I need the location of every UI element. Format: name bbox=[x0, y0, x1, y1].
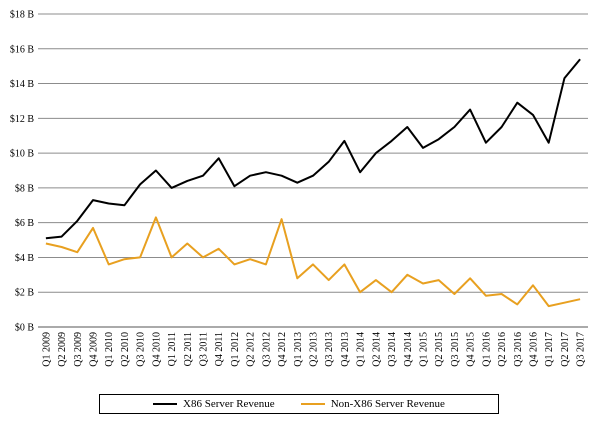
x-tick-label: Q1 2014 bbox=[356, 332, 367, 367]
y-tick-label: $12 B bbox=[10, 114, 35, 125]
x-tick-label: Q3 2013 bbox=[324, 332, 335, 367]
x-tick-label: Q2 2012 bbox=[246, 332, 257, 367]
x-tick-label: Q4 2009 bbox=[89, 332, 100, 367]
y-tick-label: $16 B bbox=[10, 44, 35, 55]
x-tick-label: Q1 2009 bbox=[41, 332, 52, 367]
x-tick-label: Q3 2009 bbox=[73, 332, 84, 367]
x-tick-label: Q4 2012 bbox=[277, 332, 288, 367]
x-tick-label: Q3 2015 bbox=[450, 332, 461, 367]
gridlines bbox=[38, 13, 588, 293]
x-tick-label: Q3 2012 bbox=[261, 332, 272, 367]
y-tick-label: $6 B bbox=[15, 218, 35, 229]
x-axis-tick-labels: Q1 2009 Q2 2009 Q3 2009 Q4 2009 Q1 2010 Q2 20… bbox=[41, 332, 586, 367]
x-tick-label: Q4 2016 bbox=[529, 332, 540, 367]
x-tick-label: Q2 2017 bbox=[560, 332, 571, 367]
y-tick-label: $10 B bbox=[10, 149, 35, 160]
x-tick-label: Q4 2010 bbox=[151, 332, 162, 367]
x-tick-label: Q3 2016 bbox=[513, 332, 524, 367]
x-tick-label: Q1 2012 bbox=[230, 332, 241, 367]
y-axis-tick-labels: $0 B $2 B $4 B $6 B $8 B $10 B $12 B $14 B $16 B… bbox=[10, 10, 35, 334]
y-tick-label: $8 B bbox=[15, 183, 35, 194]
x-tick-label: Q3 2011 bbox=[199, 332, 210, 366]
x-tick-label: Q1 2011 bbox=[167, 332, 178, 366]
y-tick-label: $4 B bbox=[15, 253, 35, 264]
x-tick-label: Q2 2011 bbox=[183, 332, 194, 366]
series-line-non-x86 bbox=[45, 216, 581, 308]
x-tick-label: Q2 2014 bbox=[371, 332, 382, 367]
legend-entry-x86: X86 Server Revenue bbox=[153, 398, 275, 410]
x-tick-label: Q2 2010 bbox=[120, 332, 131, 367]
legend: X86 Server Revenue Non-X86 Server Revenu… bbox=[99, 394, 499, 414]
x-tick-label: Q4 2014 bbox=[403, 332, 414, 367]
x-tick-label: Q2 2013 bbox=[309, 332, 320, 367]
y-tick-label: $2 B bbox=[15, 288, 35, 299]
series-line-x86 bbox=[45, 58, 581, 240]
y-tick-label: $18 B bbox=[10, 10, 35, 21]
x-tick-label: Q4 2015 bbox=[466, 332, 477, 367]
x-tick-label: Q1 2016 bbox=[481, 332, 492, 367]
x-tick-label: Q2 2015 bbox=[434, 332, 445, 367]
x-tick-label: Q1 2017 bbox=[544, 332, 555, 367]
legend-label-x86: X86 Server Revenue bbox=[183, 398, 275, 410]
legend-swatch-x86 bbox=[153, 403, 178, 405]
x-tick-label: Q3 2010 bbox=[136, 332, 147, 367]
x-tick-label: Q1 2015 bbox=[419, 332, 430, 367]
x-tick-label: Q4 2011 bbox=[214, 332, 225, 366]
x-tick-label: Q4 2013 bbox=[340, 332, 351, 367]
x-tick-label: Q2 2009 bbox=[57, 332, 68, 367]
x-tick-label: Q3 2014 bbox=[387, 332, 398, 367]
y-tick-label: $14 B bbox=[10, 79, 35, 90]
legend-label-non-x86: Non-X86 Server Revenue bbox=[330, 398, 445, 410]
legend-swatch-non-x86 bbox=[300, 403, 325, 405]
series-lines bbox=[45, 58, 581, 308]
x-tick-label: Q2 2016 bbox=[497, 332, 508, 367]
legend-entry-non-x86: Non-X86 Server Revenue bbox=[300, 398, 445, 410]
x-tick-label: Q1 2010 bbox=[104, 332, 115, 367]
x-tick-label: Q1 2013 bbox=[293, 332, 304, 367]
x-tick-label: Q3 2017 bbox=[576, 332, 587, 367]
y-tick-label: $0 B bbox=[15, 323, 35, 334]
